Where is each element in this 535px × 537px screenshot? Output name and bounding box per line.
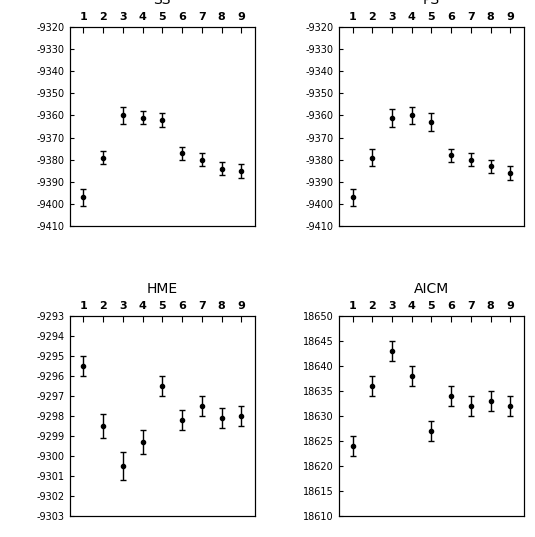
Title: PS: PS (423, 0, 440, 6)
Title: SS: SS (154, 0, 171, 6)
Title: AICM: AICM (414, 282, 449, 296)
Title: HME: HME (147, 282, 178, 296)
